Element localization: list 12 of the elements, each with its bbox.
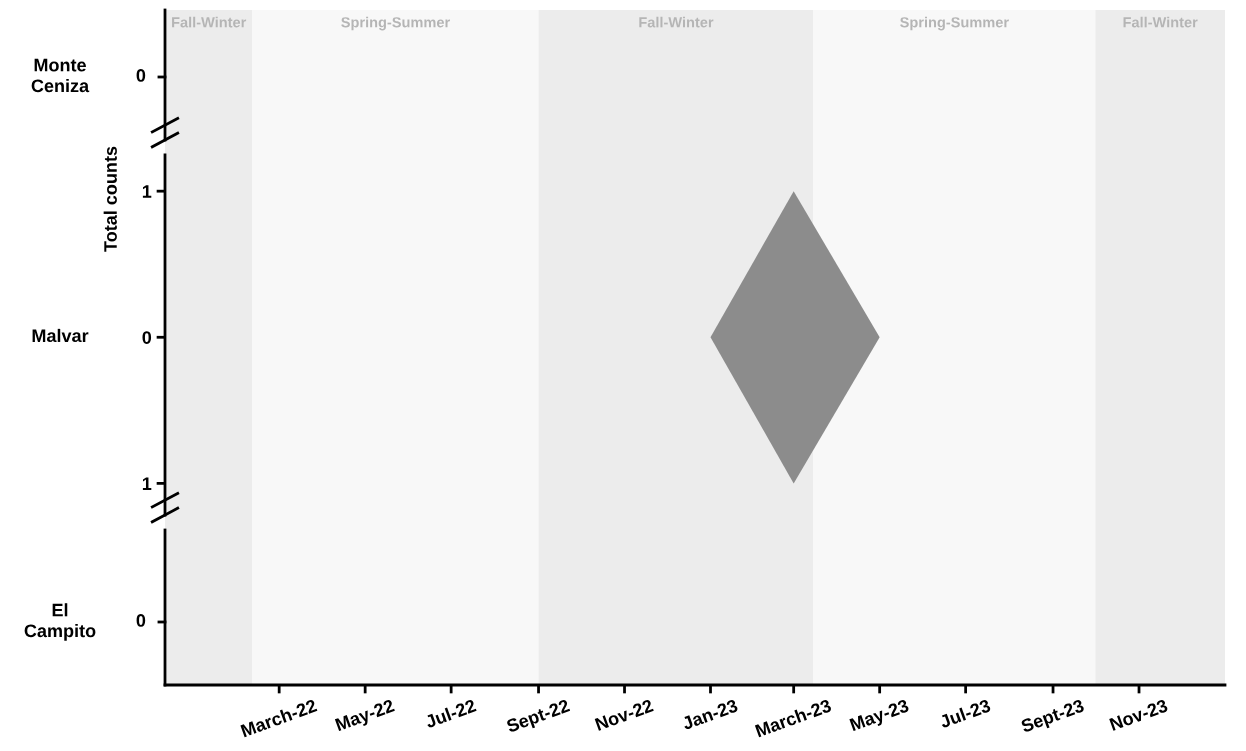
x-tick-label: Jan-23 <box>681 698 739 731</box>
y-tick-label: 1 <box>142 185 152 198</box>
band-label: Spring-Summer <box>341 16 450 31</box>
y-axis-title: Total counts <box>103 146 117 252</box>
x-tick-label: Jul-23 <box>938 698 992 729</box>
band-label: Spring-Summer <box>900 16 1009 31</box>
y-tick-label: 1 <box>142 477 152 490</box>
y-tick-label: 0 <box>142 331 152 344</box>
text: El Campito <box>24 603 96 641</box>
x-tick-label: Jul-22 <box>424 698 477 729</box>
text: Monte Ceniza <box>31 58 90 93</box>
text: Malvar <box>32 328 89 343</box>
